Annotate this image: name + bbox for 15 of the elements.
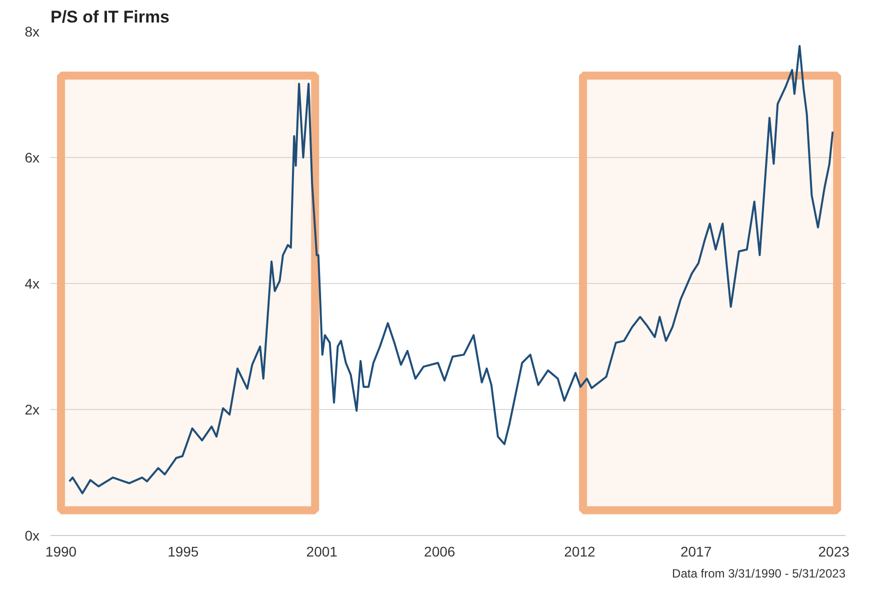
text: Data from 3/31/1990 - 5/31/2023	[672, 566, 846, 580]
chart-title: P/S of IT Firms	[50, 8, 170, 26]
x-tick-label: 2006	[424, 544, 456, 560]
y-tick-label: 6x	[24, 150, 40, 166]
y-tick-label: 2x	[24, 402, 40, 418]
x-tick-label: 2023	[818, 544, 850, 560]
x-tick-label: 2012	[564, 544, 596, 560]
y-tick-label: 8x	[24, 24, 40, 40]
y-tick-label: 0x	[24, 528, 40, 544]
x-tick-label: 1990	[45, 544, 77, 560]
x-tick-label: 1995	[168, 544, 199, 560]
x-tick-label: 2017	[680, 544, 712, 560]
line-series	[68, 44, 834, 494]
y-tick-label: 4x	[24, 276, 40, 292]
x-tick-label: 2001	[306, 544, 338, 560]
